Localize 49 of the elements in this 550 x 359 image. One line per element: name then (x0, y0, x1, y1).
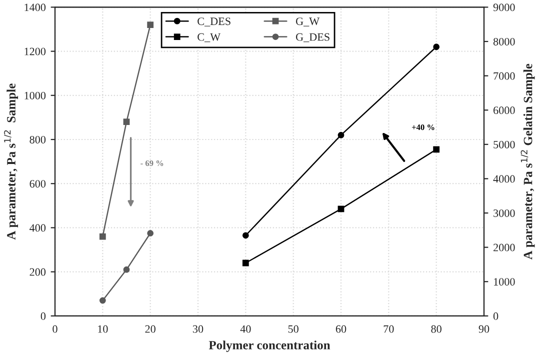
point (433, 44, 440, 50)
y-tick-label: 400 (30, 224, 46, 232)
y-axis-title: A parameter, Pa s$^{1/2}$ Sample (4, 84, 18, 240)
point (147, 22, 154, 28)
y-tick-label: 1000 (24, 92, 46, 100)
y2-tick-label: 4000 (493, 175, 515, 183)
point (242, 232, 249, 239)
legend-label: C_DES (198, 18, 230, 26)
x-tick-label: 60 (336, 325, 346, 333)
annotation: - 69 % (140, 160, 164, 166)
point (433, 146, 440, 153)
y2-tick-label: 1000 (494, 278, 515, 286)
y-tick-label: 800 (30, 136, 46, 144)
point (147, 230, 154, 236)
annotation: +40 % (412, 124, 434, 130)
point (123, 266, 130, 273)
y-tick-label: 600 (30, 180, 46, 188)
x-tick-label: 40 (240, 325, 251, 333)
legend-label: G_DES (296, 33, 330, 42)
y2-tick-label: 9000 (493, 4, 515, 12)
y2-tick-label: 5000 (494, 140, 515, 148)
point (338, 206, 344, 212)
y2-tick-label: 7000 (494, 72, 515, 80)
x-tick-label: 80 (431, 325, 442, 333)
x-tick-label: 90 (478, 325, 490, 333)
y-tick-label: 200 (30, 268, 46, 276)
point (99, 297, 106, 304)
x-tick-label: 0 (52, 325, 58, 333)
y2-tick-label: 2000 (494, 244, 515, 252)
y2-tick-label: 6000 (494, 106, 515, 114)
point (99, 233, 106, 240)
point (338, 132, 344, 138)
legend-label: G_W (296, 18, 320, 26)
y-tick-label: 1200 (24, 48, 46, 56)
x-tick-label: 30 (192, 325, 204, 333)
x-tick-label: 10 (98, 325, 108, 333)
x-tick-label: 20 (145, 325, 156, 333)
legend-label: C_W (198, 33, 221, 42)
x-axis-title: Polymer concentration (208, 340, 330, 352)
x-tick-label: 70 (384, 325, 394, 333)
y2-tick-label: 0 (493, 312, 498, 320)
y2-axis-title: A parameter, Pa s$^{1/2}$ Gelatin Sample (520, 64, 535, 260)
y-tick-label: 1400 (24, 4, 46, 12)
point (123, 118, 130, 126)
point (242, 260, 249, 266)
y2-tick-label: 8000 (493, 38, 515, 46)
x-tick-label: 50 (288, 325, 298, 333)
y-tick-label: 0 (40, 312, 46, 320)
y2-tick-label: 3000 (494, 209, 515, 217)
